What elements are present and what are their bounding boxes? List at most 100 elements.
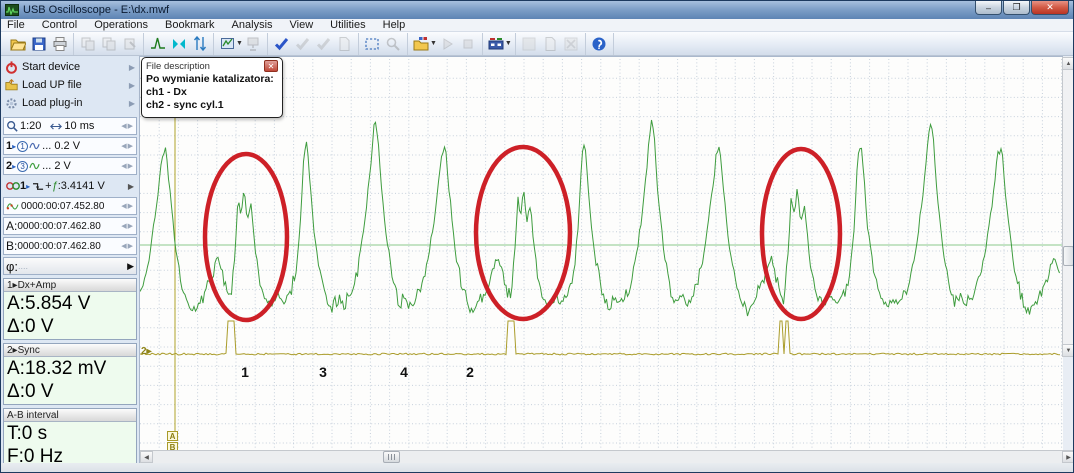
load-up-file-label: Load UP file (22, 79, 82, 91)
ab-compare-icon (488, 37, 504, 49)
stop-signal-icon (463, 39, 473, 48)
measure-ch1-a: A:5.854 V (7, 293, 91, 314)
cursor-b-label: B: (6, 239, 18, 253)
vertical-scroll-thumb[interactable] (1063, 246, 1073, 266)
zoom-region-icon (387, 37, 401, 51)
cursor-b-value: 0000:00:07.462.80 (17, 240, 101, 252)
step-arrows[interactable]: ◀▶ (121, 123, 134, 130)
ch1-number: 1 (6, 140, 13, 152)
cylinder-label-2: 2 (466, 364, 474, 380)
horizontal-scroll-thumb[interactable] (383, 451, 400, 463)
cylinder-label-3: 3 (319, 364, 327, 380)
help-button[interactable] (589, 34, 610, 54)
cursor-b-row[interactable]: B: 0000:00:07.462.80 ◀▶ (3, 237, 137, 255)
menu-view[interactable]: View (289, 19, 314, 31)
print-button[interactable] (49, 34, 70, 54)
scale-row[interactable]: 1:20 10 ms ◀▶ (3, 117, 137, 135)
menu-file[interactable]: File (7, 19, 25, 31)
ab-compare-dropdown[interactable]: ▼ (504, 40, 512, 47)
minimize-button[interactable]: – (975, 1, 1002, 15)
highlight-ellipse (202, 151, 290, 323)
load-ab-file-icon (413, 36, 429, 50)
ch1-range-value: ... 0.2 V (42, 140, 81, 152)
autoscale-icon (193, 35, 206, 51)
apply-check-button[interactable] (271, 34, 292, 54)
menu-help[interactable]: Help (382, 19, 406, 31)
load-plugin-button[interactable]: Load plug-in ▶ (3, 94, 137, 112)
trigger-row[interactable]: 1 ▸ + ƒ:3.4141 V ▶ (3, 177, 137, 195)
fragment-copy-button (77, 34, 98, 54)
view-mode-icon (220, 37, 234, 49)
measure-panel-interval-header[interactable]: A-B interval (4, 409, 136, 422)
menu-bookmark[interactable]: Bookmark (165, 19, 215, 31)
maximize-button[interactable]: ❐ (1003, 1, 1030, 15)
presentation-icon (247, 37, 259, 51)
measure-panel-ch2-header[interactable]: 2▸Sync (4, 344, 136, 357)
step-arrows[interactable]: ◀▶ (121, 163, 134, 170)
popup-close-button[interactable]: ✕ (264, 60, 278, 72)
step-arrows[interactable]: ◀▶ (121, 223, 134, 230)
step-arrows[interactable]: ◀▶ (121, 143, 134, 150)
measure-interval-t: T:0 s (7, 423, 48, 444)
load-ab-file-dropdown[interactable]: ▼ (429, 40, 437, 47)
close-button[interactable]: ✕ (1031, 1, 1069, 15)
fragment-send-icon (124, 38, 136, 49)
view-mode-button[interactable] (217, 34, 238, 54)
channel2-row[interactable]: 2 ▸ 3 ... 2 V ◀▶ (3, 157, 137, 175)
ch1-dx-trace (140, 119, 1060, 317)
measure-panel-ch1-header[interactable]: 1▸Dx+Amp (4, 279, 136, 292)
wave-time-row[interactable]: 0000:00:07.452.80 ◀▶ (3, 197, 137, 215)
print-icon (53, 36, 66, 51)
cursor-a-row[interactable]: A: 0000:00:07.462.80 ◀▶ (3, 217, 137, 235)
scroll-down-button[interactable]: ▼ (1062, 344, 1073, 357)
open-file-button[interactable] (7, 34, 28, 54)
measure-panel-interval: A-B interval T:0 s F:0 Hz (3, 408, 137, 470)
ab-compare-button[interactable] (486, 34, 507, 54)
start-device-button[interactable]: Start device ▶ (3, 58, 137, 76)
view-mode-dropdown[interactable]: ▼ (236, 40, 243, 47)
select-region-button[interactable] (362, 34, 383, 54)
time-div-icon (50, 123, 63, 129)
menu-analysis[interactable]: Analysis (231, 19, 273, 31)
presentation-button (243, 34, 264, 54)
fragment-copy-icon (81, 37, 94, 50)
load-ab-file-button[interactable] (411, 34, 432, 54)
chevron-right-icon: ▶ (128, 98, 135, 108)
ch1-wave-icon (29, 142, 40, 150)
open-file-icon (9, 39, 26, 50)
menu-control[interactable]: Control (41, 19, 78, 31)
menu-utilities[interactable]: Utilities (330, 19, 366, 31)
ch2-number: 2 (6, 160, 13, 172)
horizontal-scrollbar[interactable]: ◀ ▶ (140, 450, 1073, 463)
measure-panel-ch1: 1▸Dx+Amp A:5.854 V Δ:0 V (3, 278, 137, 340)
impulse-analysis-button[interactable] (147, 34, 168, 54)
cursor-a-tag[interactable]: A (167, 431, 178, 441)
gear-icon (6, 97, 17, 109)
load-up-file-button[interactable]: Load UP file ▶ (3, 76, 137, 94)
load-plugin-label: Load plug-in (22, 97, 83, 109)
save-file-button[interactable] (28, 34, 49, 54)
magnifier-icon (7, 121, 18, 132)
ch2-trace-marker[interactable]: 2▸ (141, 346, 152, 357)
fragment-add-icon (102, 37, 115, 50)
highlight-ellipse (473, 144, 573, 322)
scroll-right-button[interactable]: ▶ (1062, 451, 1073, 463)
play-signal-icon (443, 37, 454, 50)
markers-button[interactable] (168, 34, 189, 54)
title-bar: USB Oscilloscope - E:\dx.mwf – ❐ ✕ (1, 1, 1073, 19)
popup-line-3: ch2 - sync cyl.1 (146, 99, 224, 111)
vertical-scrollbar[interactable]: ▲ ▼ (1062, 57, 1073, 357)
scroll-left-button[interactable]: ◀ (140, 451, 153, 463)
step-arrows[interactable]: ◀▶ (121, 203, 134, 210)
trigger-plus: + (45, 180, 52, 192)
scroll-up-button[interactable]: ▲ (1062, 57, 1073, 70)
phase-row[interactable]: φ: .... ▶ (3, 257, 137, 275)
channel1-row[interactable]: 1 ▸ 1 ... 0.2 V ◀▶ (3, 137, 137, 155)
step-arrows[interactable]: ◀▶ (121, 243, 134, 250)
apply-check-icon (275, 37, 289, 50)
load-file-icon (5, 79, 18, 91)
menu-operations[interactable]: Operations (94, 19, 149, 31)
autoscale-button[interactable] (189, 34, 210, 54)
check-down-2-icon (317, 37, 331, 50)
